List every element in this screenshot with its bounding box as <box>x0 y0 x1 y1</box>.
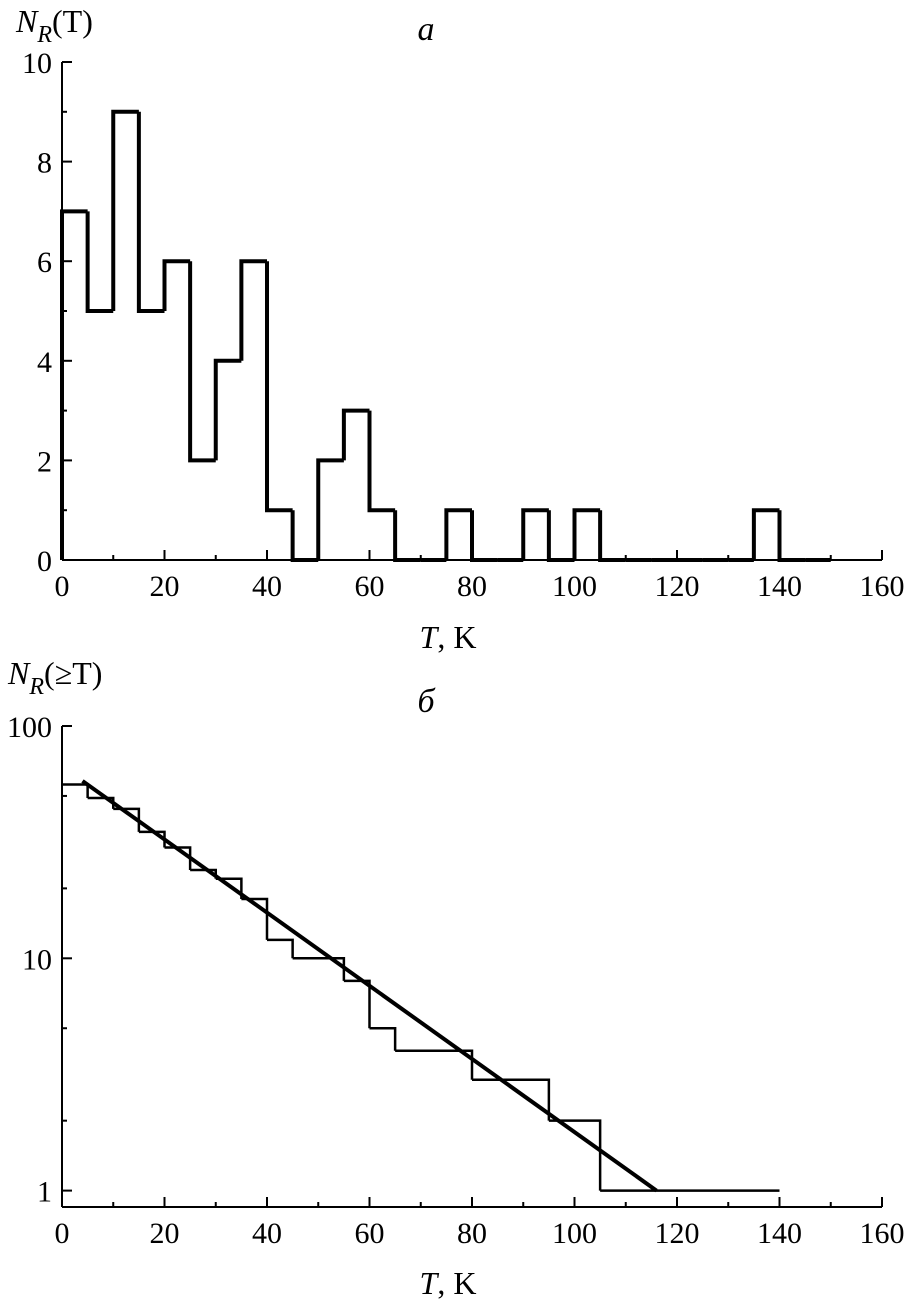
y-label-subscript: R <box>28 674 44 700</box>
panel-b-y-axis-label: NR(≥T) <box>7 655 102 700</box>
x-label-symbol: T <box>420 619 440 655</box>
panel-a-x-axis-label: T, K <box>420 619 477 655</box>
x-tick-label: 20 <box>150 1217 180 1250</box>
histogram-bin <box>367 410 396 513</box>
cumulative-step <box>343 979 371 1029</box>
histogram-bin <box>598 510 626 562</box>
histogram-bin <box>546 510 575 562</box>
histogram-bin <box>444 508 472 560</box>
y-tick-label: 6 <box>37 246 52 279</box>
x-tick-label: 60 <box>355 1217 385 1250</box>
cumulative-step <box>292 957 346 981</box>
y-label-symbol: N <box>15 3 39 39</box>
x-tick-label: 80 <box>457 570 487 603</box>
cumulative-step <box>548 1119 602 1191</box>
x-label-symbol: T <box>420 1265 440 1301</box>
histogram-bin <box>213 358 242 461</box>
panel-b-axes: 0 20 40 60 80 100 120 140 160 1 10 100 <box>7 711 905 1250</box>
fit-line <box>81 779 658 1193</box>
y-tick-label: 8 <box>37 147 52 180</box>
histogram-bin <box>777 510 806 562</box>
histogram-bin <box>316 458 344 560</box>
panel-a-y-axis-label: NR(T) <box>15 3 93 48</box>
y-tick-label: 2 <box>37 445 52 478</box>
x-tick-label: 160 <box>860 1217 905 1250</box>
x-tick-label: 80 <box>457 1217 487 1250</box>
x-tick-label: 100 <box>552 570 597 603</box>
y-tick-label: 100 <box>7 711 52 744</box>
cumulative-step <box>395 1049 474 1080</box>
panel-a-letter: а <box>418 11 435 48</box>
histogram-bin <box>239 259 267 361</box>
x-tick-label: 20 <box>150 570 180 603</box>
histogram-bin <box>521 508 549 560</box>
x-label-unit: , K <box>437 1265 476 1301</box>
x-tick-label: 40 <box>252 1217 282 1250</box>
x-tick-label: 160 <box>860 570 905 603</box>
histogram-bin <box>188 261 216 463</box>
cumulative-step <box>369 1026 397 1051</box>
histogram-bin <box>290 510 319 562</box>
y-tick-label: 10 <box>22 47 52 80</box>
histogram-bin <box>470 510 498 562</box>
x-tick-label: 140 <box>757 570 802 603</box>
y-tick-label: 10 <box>22 943 52 976</box>
histogram-bin <box>393 510 421 562</box>
y-label-subscript: R <box>36 22 52 48</box>
panel-b-letter: б <box>417 683 436 720</box>
panel-a: а NR(T) T, K 0 20 40 60 80 100 120 140 160 0 2 4 6 8 1… <box>15 3 905 655</box>
x-tick-label: 140 <box>757 1217 802 1250</box>
panel-a-axes: 0 20 40 60 80 100 120 140 160 0 2 4 6 8 10 <box>22 47 905 603</box>
y-tick-label: 4 <box>37 346 52 379</box>
x-tick-label: 0 <box>55 1217 70 1250</box>
x-tick-label: 120 <box>655 1217 700 1250</box>
x-tick-label: 100 <box>552 1217 597 1250</box>
cumulative-step <box>267 938 294 959</box>
histogram-bin <box>751 508 780 560</box>
histogram-bin <box>60 209 88 560</box>
panel-a-histogram <box>60 109 831 562</box>
histogram-bin <box>572 508 601 560</box>
panel-b: б NR(≥T) T, K 0 20 40 60 80 100 120 140 160 1 10 10… <box>7 655 905 1301</box>
y-label-argument: (T) <box>52 3 93 39</box>
histogram-bin <box>162 259 191 311</box>
cumulative-step <box>138 830 166 848</box>
x-label-unit: , K <box>437 619 476 655</box>
histogram-bin <box>85 211 114 313</box>
y-tick-label: 0 <box>37 545 52 578</box>
histogram-bin <box>136 111 165 313</box>
y-tick-label: 1 <box>37 1176 52 1209</box>
x-tick-label: 60 <box>355 570 385 603</box>
histogram-bin <box>265 261 293 513</box>
x-tick-label: 0 <box>55 570 70 603</box>
y-label-symbol: N <box>7 655 31 691</box>
panel-b-series <box>62 779 780 1193</box>
x-tick-label: 40 <box>252 570 282 603</box>
cumulative-step <box>472 1078 551 1121</box>
histogram-bin <box>111 109 139 311</box>
panel-b-x-axis-label: T, K <box>420 1265 477 1301</box>
cumulative-step <box>215 877 243 900</box>
x-tick-label: 120 <box>655 570 700 603</box>
histogram-bin <box>341 408 370 461</box>
y-label-argument: (≥T) <box>44 655 102 691</box>
